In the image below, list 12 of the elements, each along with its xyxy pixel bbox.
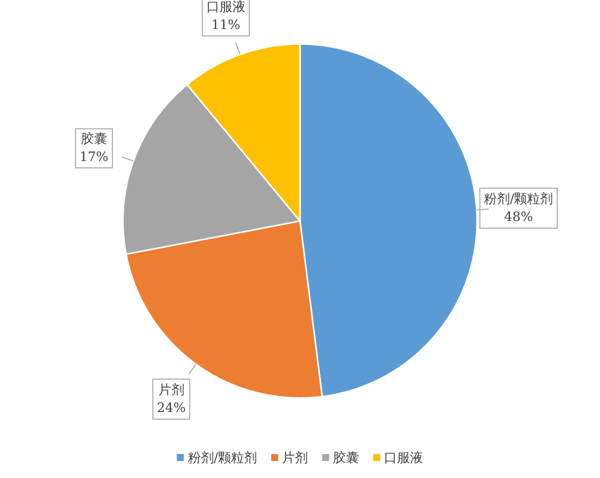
slice-label: 粉剂/颗粒剂 <box>484 191 554 208</box>
data-label: 24% <box>156 401 186 416</box>
legend-label: 片剂 <box>282 450 308 466</box>
data-label: 11% <box>211 18 240 33</box>
slice-label: 胶囊 <box>80 132 107 147</box>
legend-label: 胶囊 <box>333 451 360 466</box>
data-label: 17% <box>79 150 108 165</box>
data-label: 48% <box>504 210 534 226</box>
legend-label: 口服液 <box>384 451 424 466</box>
slice-label: 口服液 <box>206 0 246 15</box>
legend-label: 粉剂/颗粒剂 <box>188 450 258 466</box>
slice-label: 片剂 <box>158 382 184 398</box>
